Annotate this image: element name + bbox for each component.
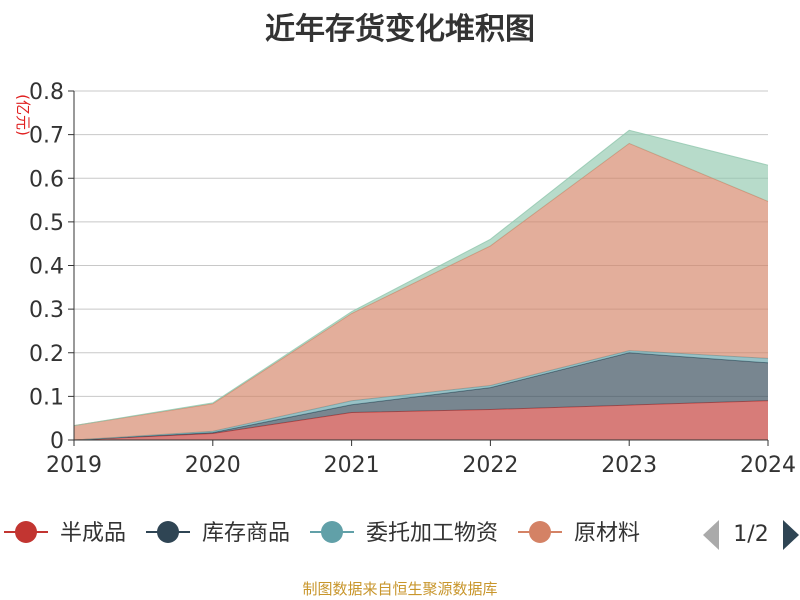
area-2 <box>74 350 768 440</box>
legend-label: 半成品 <box>60 521 126 546</box>
x-tick-label: 2020 <box>185 453 241 478</box>
y-axis-unit-label: (亿元) <box>14 94 32 136</box>
legend-label: 原材料 <box>574 521 640 546</box>
y-tick-label: 0.5 <box>29 211 64 236</box>
legend-item[interactable]: 库存商品 <box>146 521 290 546</box>
x-tick-label: 2024 <box>740 453 796 478</box>
area-3 <box>74 143 768 440</box>
legend-prev-page-icon[interactable] <box>703 520 719 550</box>
y-tick-label: 0.6 <box>29 167 64 192</box>
y-tick-label: 0.1 <box>29 385 64 410</box>
legend-pager-bg <box>684 510 800 556</box>
area-edge-4 <box>73 129 769 427</box>
legend-circle-icon <box>321 521 343 543</box>
y-tick-label: 0.4 <box>29 255 64 280</box>
x-tick-label: 2019 <box>46 453 102 478</box>
legend-circle-icon <box>529 521 551 543</box>
y-tick-label: 0.7 <box>29 124 64 149</box>
legend-item[interactable]: 原材料 <box>518 521 640 546</box>
legend-label: 库存商品 <box>202 521 290 546</box>
legend-page-indicator: 1/2 <box>733 522 768 547</box>
y-tick-label: 0.8 <box>29 80 64 105</box>
chart-title: 近年存货变化堆积图 <box>265 12 535 47</box>
legend-circle-icon <box>15 521 37 543</box>
y-tick-label: 0 <box>50 429 64 454</box>
legend-next-page-icon[interactable] <box>783 520 799 550</box>
legend-item[interactable]: 半成品 <box>4 521 126 546</box>
legend: 半成品 库存商品 委托加工物资 原材料 1/2 <box>4 510 800 556</box>
axes: 0 0.1 0.2 0.3 0.4 0.5 0.6 0.7 0.8 2019 2020 2021 202… <box>14 80 796 478</box>
area-0 <box>74 400 768 440</box>
x-tick-label: 2022 <box>462 453 518 478</box>
legend-item[interactable]: 委托加工物资 <box>310 521 498 546</box>
area-4 <box>74 130 768 426</box>
area-series <box>73 129 769 441</box>
x-tick-label: 2021 <box>324 453 380 478</box>
data-source-note: 制图数据来自恒生聚源数据库 <box>302 580 498 598</box>
x-tick-label: 2023 <box>601 453 657 478</box>
legend-circle-icon <box>157 521 179 543</box>
y-tick-label: 0.3 <box>29 298 64 323</box>
y-tick-label: 0.2 <box>29 342 64 367</box>
legend-label: 委托加工物资 <box>366 521 498 546</box>
